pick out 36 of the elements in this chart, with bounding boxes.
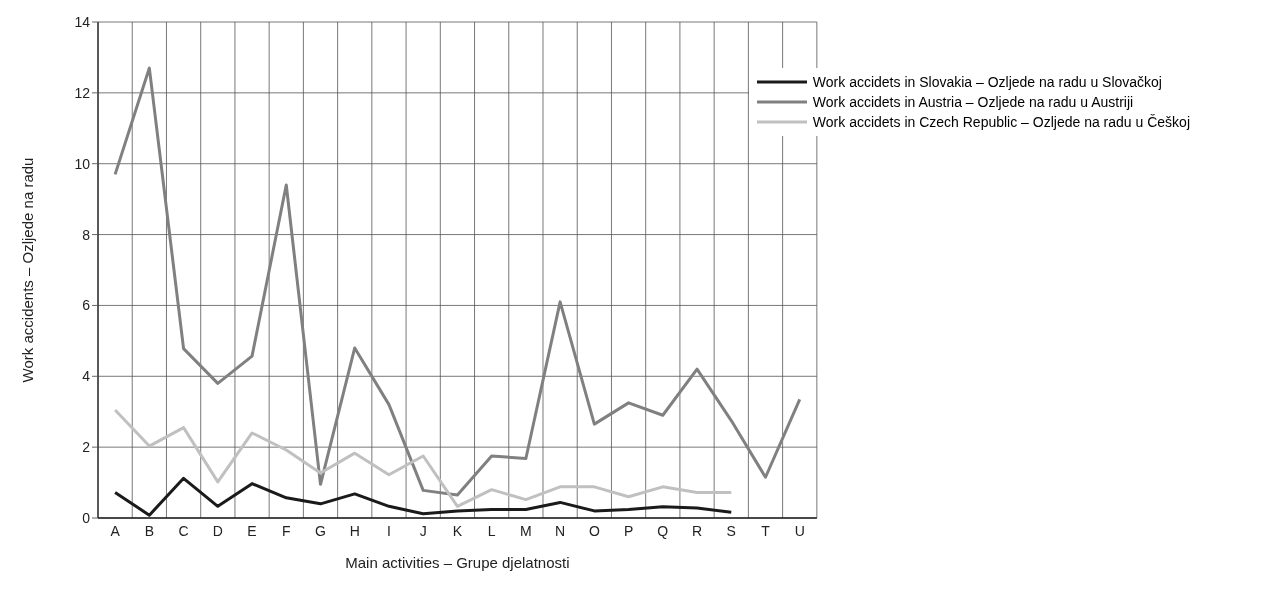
x-axis-title: Main activities – Grupe djelatnosti	[345, 554, 570, 571]
x-tick-label: N	[555, 522, 566, 539]
x-tick-label: A	[110, 522, 121, 539]
x-tick-label: J	[419, 522, 427, 539]
x-tick-label: F	[281, 522, 291, 539]
x-tick-label: U	[794, 522, 805, 539]
x-tick-label: D	[212, 522, 223, 539]
x-tick-label: T	[761, 522, 771, 539]
line-series	[113, 408, 733, 508]
y-tick-label: 4	[82, 368, 91, 385]
x-tick-label: C	[178, 522, 189, 539]
y-tick-label: 10	[74, 155, 91, 172]
legend-label: Work accidets in Austria – Ozljede na radu u Austriji	[812, 94, 1134, 110]
x-tick-label: G	[315, 522, 326, 539]
legend-label: Work accidets in Slovakia – Ozljede na radu u Slovačkoj	[812, 74, 1162, 90]
x-tick-label: L	[487, 522, 496, 539]
x-tick-label: R	[691, 522, 703, 539]
line-series	[113, 66, 802, 497]
y-tick-label: 2	[82, 439, 91, 456]
x-tick-label: S	[726, 522, 736, 539]
y-tick-label: 0	[82, 509, 91, 526]
x-tick-label: B	[144, 522, 155, 539]
x-tick-label: I	[387, 522, 391, 539]
legend-label: Work accidets in Czech Republic – Ozljede na radu u Češkoj	[812, 114, 1190, 130]
x-tick-label: E	[247, 522, 257, 539]
y-tick-label: 8	[82, 226, 91, 243]
x-tick-label: M	[520, 522, 532, 539]
x-tick-label: P	[623, 522, 634, 539]
x-tick-label: K	[452, 522, 463, 539]
x-tick-label: H	[349, 522, 360, 539]
y-tick-label: 6	[82, 297, 91, 314]
x-tick-label: Q	[657, 522, 669, 539]
y-tick-label: 12	[74, 84, 91, 101]
y-axis-title: Work accidents – Ozljede na radu	[19, 157, 37, 383]
x-tick-label: O	[588, 522, 600, 539]
y-tick-label: 14	[74, 13, 91, 30]
